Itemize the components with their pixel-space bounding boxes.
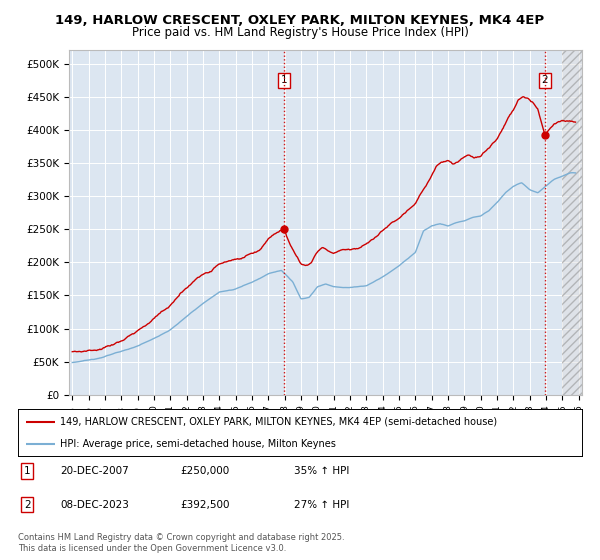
Text: 2: 2 [24,500,31,510]
Text: £250,000: £250,000 [180,466,229,476]
Text: 149, HARLOW CRESCENT, OXLEY PARK, MILTON KEYNES, MK4 4EP: 149, HARLOW CRESCENT, OXLEY PARK, MILTON… [55,14,545,27]
Text: Price paid vs. HM Land Registry's House Price Index (HPI): Price paid vs. HM Land Registry's House … [131,26,469,39]
Text: 20-DEC-2007: 20-DEC-2007 [60,466,129,476]
Text: HPI: Average price, semi-detached house, Milton Keynes: HPI: Average price, semi-detached house,… [60,438,336,449]
Text: £392,500: £392,500 [180,500,229,510]
Text: 35% ↑ HPI: 35% ↑ HPI [294,466,349,476]
Text: 149, HARLOW CRESCENT, OXLEY PARK, MILTON KEYNES, MK4 4EP (semi-detached house): 149, HARLOW CRESCENT, OXLEY PARK, MILTON… [60,417,497,427]
Text: 1: 1 [24,466,31,476]
Text: Contains HM Land Registry data © Crown copyright and database right 2025.
This d: Contains HM Land Registry data © Crown c… [18,533,344,553]
Text: 1: 1 [281,75,287,85]
Bar [562,50,595,395]
Text: 2: 2 [542,75,548,85]
Text: 08-DEC-2023: 08-DEC-2023 [60,500,129,510]
Text: 27% ↑ HPI: 27% ↑ HPI [294,500,349,510]
